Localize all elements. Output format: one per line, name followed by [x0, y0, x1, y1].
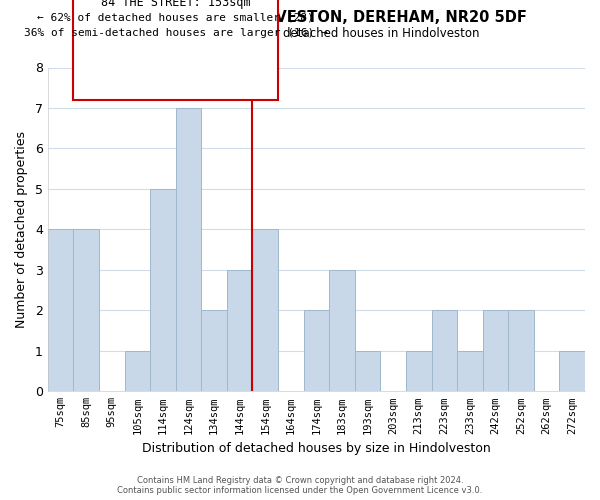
Bar [508, 310, 534, 392]
Text: ← 62% of detached houses are smaller (28): ← 62% of detached houses are smaller (28… [37, 12, 314, 22]
Bar [406, 351, 431, 392]
Bar [482, 310, 508, 392]
Bar [150, 189, 176, 392]
Bar [329, 270, 355, 392]
Text: 84 THE STREET: 153sqm: 84 THE STREET: 153sqm [101, 0, 251, 9]
Bar [355, 351, 380, 392]
Bar [457, 351, 482, 392]
Bar [125, 351, 150, 392]
Bar [73, 230, 99, 392]
Bar [304, 310, 329, 392]
Y-axis label: Number of detached properties: Number of detached properties [15, 131, 28, 328]
Bar [431, 310, 457, 392]
Bar [559, 351, 585, 392]
Text: 36% of semi-detached houses are larger (16) →: 36% of semi-detached houses are larger (… [24, 28, 328, 38]
Bar [201, 310, 227, 392]
X-axis label: Distribution of detached houses by size in Hindolveston: Distribution of detached houses by size … [142, 442, 491, 455]
Text: Contains HM Land Registry data © Crown copyright and database right 2024.
Contai: Contains HM Land Registry data © Crown c… [118, 476, 482, 495]
Bar [176, 108, 201, 392]
Text: 84, THE STREET, HINDOLVESTON, DEREHAM, NR20 5DF: 84, THE STREET, HINDOLVESTON, DEREHAM, N… [74, 10, 526, 25]
Text: Size of property relative to detached houses in Hindolveston: Size of property relative to detached ho… [121, 28, 479, 40]
Bar [48, 230, 73, 392]
Bar [227, 270, 253, 392]
Bar [253, 230, 278, 392]
